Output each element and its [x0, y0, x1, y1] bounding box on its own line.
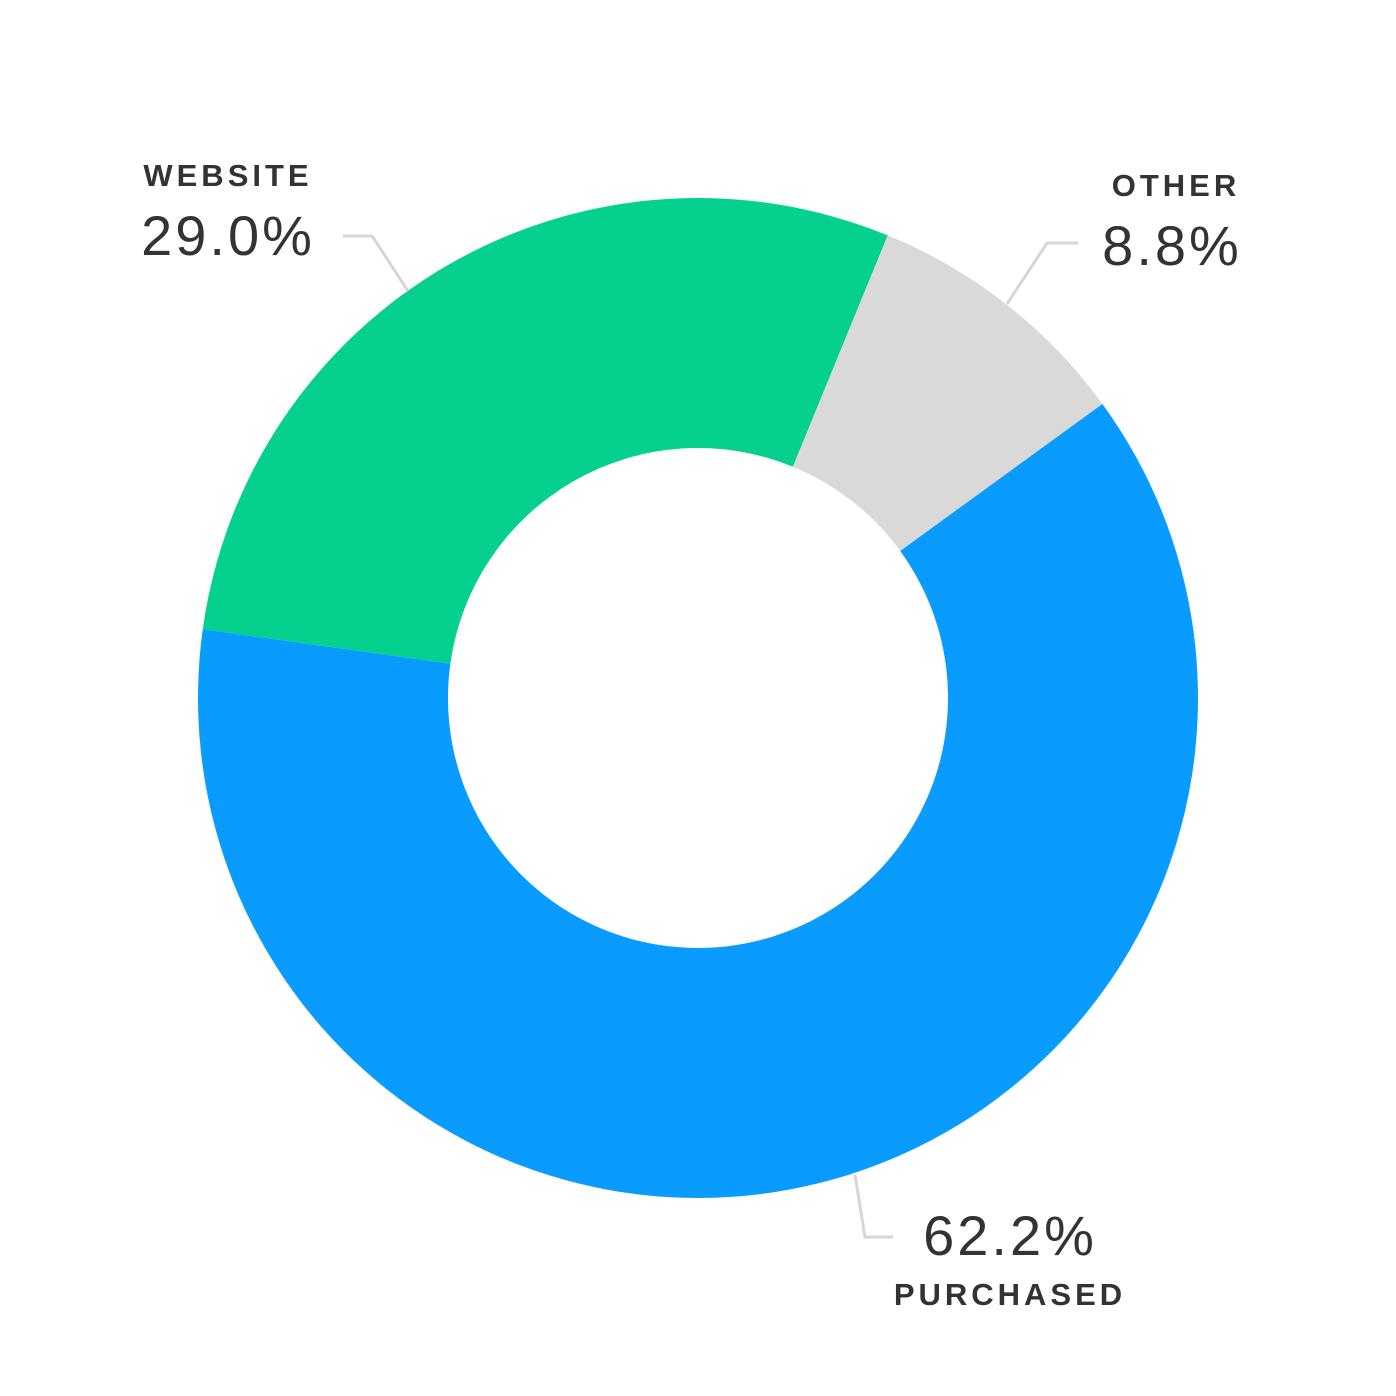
donut-slice	[202, 197, 888, 664]
leader-line	[1005, 241, 1078, 305]
value-label: 29.0%	[141, 204, 315, 267]
value-label: 62.2%	[923, 1204, 1097, 1267]
slice-label: OTHER	[1112, 168, 1241, 203]
leader-line	[853, 1174, 893, 1239]
donut-slice	[197, 403, 1199, 1199]
leader-line	[343, 234, 410, 292]
slice-label: PURCHASED	[894, 1277, 1126, 1312]
value-label: 8.8%	[1102, 214, 1242, 277]
slice-label: WEBSITE	[143, 158, 312, 193]
donut-slice	[792, 235, 1103, 551]
